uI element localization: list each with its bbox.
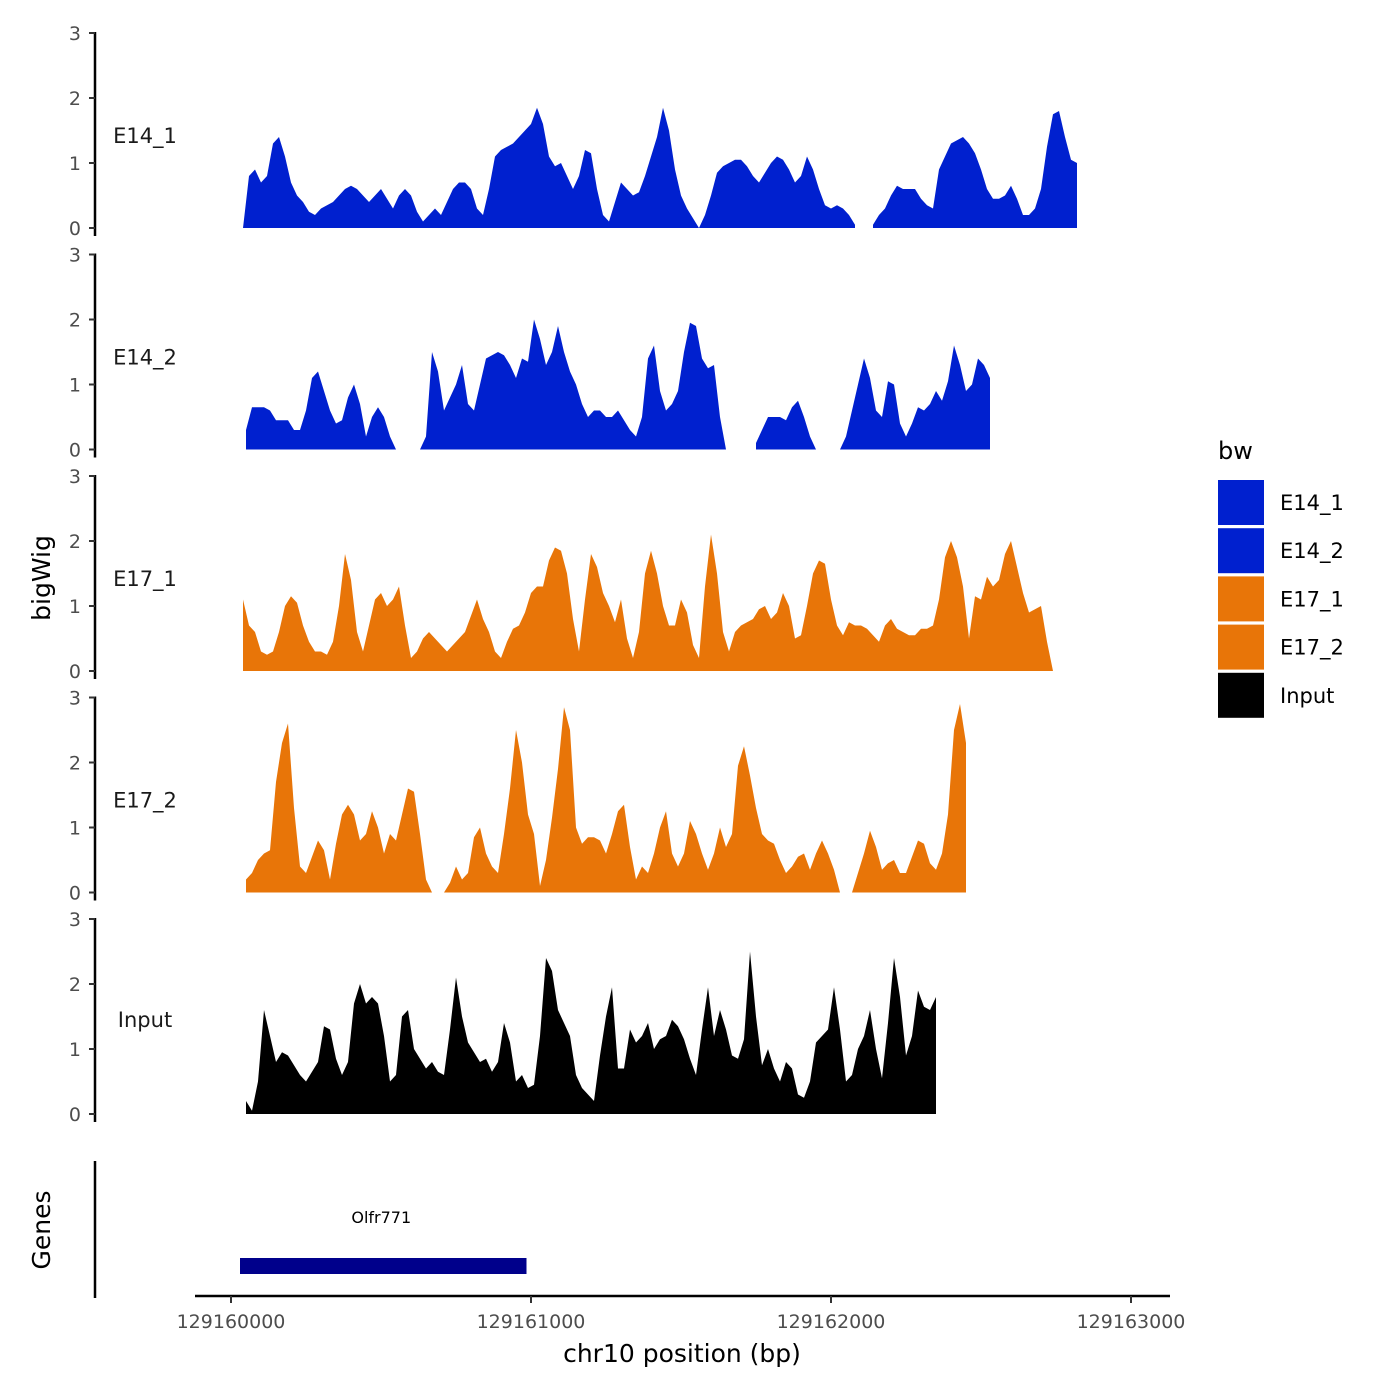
y-tick-label: 3 xyxy=(69,23,81,45)
y-tick-label: 3 xyxy=(69,909,81,931)
legend-swatch xyxy=(1218,672,1264,718)
genes-panel: Olfr771 xyxy=(93,1161,527,1298)
legend-label: E14_1 xyxy=(1280,491,1344,516)
legend-label: E17_2 xyxy=(1280,636,1344,661)
x-tick-label: 129161000 xyxy=(477,1311,586,1333)
coverage-area xyxy=(756,400,816,450)
legend-swatch xyxy=(1218,576,1264,622)
y-tick-label: 2 xyxy=(69,531,81,553)
genes-axis-title: Genes xyxy=(27,1190,56,1269)
y-tick-label: 0 xyxy=(69,661,81,683)
legend-label: E14_2 xyxy=(1280,539,1344,564)
track-label: E17_2 xyxy=(113,789,177,814)
gene-label: Olfr771 xyxy=(351,1208,411,1227)
y-tick-label: 0 xyxy=(69,440,81,462)
coverage-area xyxy=(246,723,432,893)
track-Input: 0 1 2 3 Input xyxy=(69,909,936,1126)
y-tick-label: 2 xyxy=(69,974,81,996)
track-E14_2: 0 1 2 3 E14_2 xyxy=(69,245,990,462)
coverage-area xyxy=(246,371,396,450)
legend: bw E14_1 E14_2 E17_1 E17_2 Input xyxy=(1218,437,1344,718)
x-tick-label: 129160000 xyxy=(177,1311,286,1333)
x-axis: 129160000 129161000 129162000 129163000 xyxy=(177,1294,1186,1333)
y-tick-label: 1 xyxy=(69,1039,81,1061)
y-tick-label: 3 xyxy=(69,688,81,710)
coverage-area xyxy=(444,707,840,893)
legend-swatch xyxy=(1218,528,1264,574)
y-tick-label: 1 xyxy=(69,596,81,618)
coverage-area xyxy=(243,107,855,228)
track-E17_1: 0 1 2 3 E17_1 xyxy=(69,466,1053,683)
legend-label: Input xyxy=(1280,684,1334,708)
y-axis-title: bigWig xyxy=(27,535,56,621)
legend-label: E17_1 xyxy=(1280,587,1344,612)
y-tick-label: 3 xyxy=(69,245,81,267)
legend-title: bw xyxy=(1218,437,1253,465)
y-tick-label: 2 xyxy=(69,88,81,110)
coverage-area xyxy=(243,534,1053,671)
legend-swatch xyxy=(1218,480,1264,525)
y-tick-label: 3 xyxy=(69,466,81,488)
y-tick-label: 1 xyxy=(69,375,81,397)
x-axis-title: chr10 position (bp) xyxy=(563,1339,801,1368)
legend-swatch xyxy=(1218,624,1264,670)
y-tick-label: 2 xyxy=(69,753,81,775)
track-panels: 0 1 2 3 E14_1 0 1 2 3 E14_2 0 1 2 3 E17_1 0 1 2 3 E17_2 0 1 2 3… xyxy=(69,23,1077,1126)
track-E17_2: 0 1 2 3 E17_2 xyxy=(69,688,966,905)
coverage-area xyxy=(840,345,990,450)
coverage-area xyxy=(420,319,726,450)
x-tick-label: 129162000 xyxy=(777,1311,886,1333)
coverage-area xyxy=(246,951,936,1114)
track-E14_1: 0 1 2 3 E14_1 xyxy=(69,23,1077,240)
y-tick-label: 0 xyxy=(69,218,81,240)
track-label: E14_1 xyxy=(113,124,177,149)
coverage-area xyxy=(873,111,1077,228)
y-tick-label: 1 xyxy=(69,153,81,175)
track-label: E17_1 xyxy=(113,567,177,592)
track-label: Input xyxy=(118,1008,172,1032)
x-tick-label: 129163000 xyxy=(1077,1311,1186,1333)
coverage-area xyxy=(852,704,966,893)
y-tick-label: 2 xyxy=(69,310,81,332)
track-label: E14_2 xyxy=(113,346,177,371)
y-tick-label: 0 xyxy=(69,883,81,905)
y-tick-label: 1 xyxy=(69,818,81,840)
gene-body xyxy=(240,1258,527,1274)
y-tick-label: 0 xyxy=(69,1104,81,1126)
